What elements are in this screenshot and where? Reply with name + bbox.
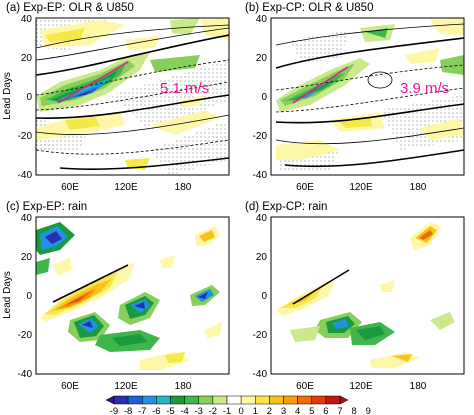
panel-b-xtick-180: 180 (410, 182, 427, 193)
panel-a-speed-annotation: 5.1 m/s (160, 80, 209, 97)
panel-b-frame (270, 17, 465, 176)
panel-d-frame (270, 216, 465, 375)
colorbar-label: 0 (238, 406, 243, 415)
panel-c-xticks: 60E 120E 180 (61, 381, 192, 392)
colorbar-swatch (113, 395, 129, 405)
panel-a-plot (36, 18, 229, 175)
panel-c-ytick-40: 40 (21, 213, 33, 224)
panel-b-xtick-120e: 120E (349, 182, 373, 193)
colorbar-swatch (339, 395, 349, 405)
panel-b-ytick-m20: -20 (253, 131, 268, 142)
colorbar-label: -1 (223, 406, 231, 415)
colorbar-label: -9 (110, 406, 118, 415)
panel-d-ytick-m40: -40 (253, 369, 268, 380)
panel-a-title: (a) Exp-EP: OLR & U850 (6, 2, 134, 14)
colorbar-swatch (184, 395, 199, 405)
colorbar-swatch (283, 395, 298, 405)
colorbar-swatch (127, 395, 143, 405)
panel-d-yticks: 40 20 0 -20 -40 (253, 213, 268, 380)
colorbar-label: -3 (195, 406, 203, 415)
colorbar-label: 9 (366, 406, 371, 415)
panel-c-ytick-0: 0 (26, 291, 32, 302)
panel-a-ytick-m20: -20 (18, 131, 33, 142)
panel-d-ytick-40: 40 (256, 213, 268, 224)
colorbar-label: 4 (295, 406, 300, 415)
colorbar-label: -6 (152, 406, 160, 415)
panel-c-ylabel: Lead Days (2, 271, 13, 319)
panel-d-ytick-0: 0 (261, 291, 267, 302)
panel-d-ytick-20: 20 (256, 252, 268, 263)
panel-a: (a) Exp-EP: OLR & U850 (2, 2, 230, 193)
panel-a-ytick-m40: -40 (18, 170, 33, 181)
panel-c-xtick-60e: 60E (61, 381, 79, 392)
panel-a-xtick-120e: 120E (114, 182, 138, 193)
panel-b-speed-annotation: 3.9 m/s (400, 80, 449, 97)
panel-a-xtick-180: 180 (175, 182, 192, 193)
panel-a-yticks: 40 20 0 -20 -40 (18, 14, 33, 181)
panel-b-ytick-m40: -40 (253, 170, 268, 181)
panel-c-ytick-m20: -20 (18, 330, 33, 341)
panel-d: (d) Exp-CP: rain 40 (245, 201, 465, 392)
panel-a-xtick-60e: 60E (61, 182, 79, 193)
panel-d-ytick-m20: -20 (253, 330, 268, 341)
colorbar-swatch (269, 395, 284, 405)
colorbar-label: -5 (166, 406, 174, 415)
colorbar: -9 -8 -7 -6 -5 -4 -3 -2 -1 0 1 2 3 4 5 6 7 8 9 (105, 395, 371, 415)
panel-b-ytick-40: 40 (256, 14, 268, 25)
panel-c-xtick-180: 180 (175, 381, 192, 392)
panel-c-title: (c) Exp-EP: rain (6, 201, 87, 213)
panel-a-ytick-20: 20 (21, 53, 33, 64)
panel-c: (c) Exp-EP: rain (2, 201, 230, 392)
colorbar-label: 6 (323, 406, 328, 415)
panel-c-ytick-m40: -40 (18, 369, 33, 380)
panel-b: (b) Exp-CP: OLR & U850 (245, 2, 465, 193)
colorbar-label: 7 (337, 406, 342, 415)
panel-c-ytick-20: 20 (21, 252, 33, 263)
colorbar-label: 8 (351, 406, 356, 415)
colorbar-swatch (297, 395, 312, 405)
panel-d-title: (d) Exp-CP: rain (245, 201, 327, 213)
panel-c-frame (35, 216, 230, 375)
colorbar-label: 5 (309, 406, 314, 415)
colorbar-swatch (226, 395, 242, 405)
panel-b-plot (271, 18, 464, 175)
colorbar-swatch (255, 395, 270, 405)
colorbar-label: 3 (281, 406, 286, 415)
colorbar-swatch (311, 395, 327, 405)
colorbar-swatch (198, 395, 214, 405)
panel-d-xtick-120e: 120E (349, 381, 373, 392)
panel-a-frame (35, 17, 230, 176)
colorbar-label: -4 (180, 406, 188, 415)
colorbar-label: -7 (138, 406, 146, 415)
colorbar-swatch (105, 395, 115, 405)
panel-c-yticks: 40 20 0 -20 -40 (18, 213, 33, 380)
panel-d-xtick-180: 180 (410, 381, 427, 392)
colorbar-swatch (156, 395, 171, 405)
panel-d-xticks: 60E 120E 180 (296, 381, 427, 392)
panel-a-ylabel: Lead Days (2, 72, 13, 120)
colorbar-swatch (212, 395, 228, 405)
colorbar-label: -8 (124, 406, 132, 415)
panel-b-ytick-20: 20 (256, 53, 268, 64)
colorbar-label: 1 (253, 406, 258, 415)
panel-b-xtick-60e: 60E (296, 182, 314, 193)
panel-b-xticks: 60E 120E 180 (296, 182, 427, 193)
panel-b-ytick-0: 0 (261, 92, 267, 103)
panel-a-ytick-40: 40 (21, 14, 33, 25)
colorbar-label: 2 (267, 406, 272, 415)
colorbar-swatch (142, 395, 157, 405)
panel-b-yticks: 40 20 0 -20 -40 (253, 14, 268, 181)
panel-a-xticks: 60E 120E 180 (61, 182, 192, 193)
panel-c-plot (36, 217, 229, 374)
panel-c-xtick-120e: 120E (114, 381, 138, 392)
panel-d-plot (271, 217, 464, 374)
colorbar-label: -2 (209, 406, 217, 415)
colorbar-swatch (240, 395, 256, 405)
colorbar-swatch (325, 395, 341, 405)
panel-b-title: (b) Exp-CP: OLR & U850 (245, 2, 373, 14)
panel-a-ytick-0: 0 (26, 92, 32, 103)
panel-d-xtick-60e: 60E (296, 381, 314, 392)
colorbar-swatch (170, 395, 185, 405)
